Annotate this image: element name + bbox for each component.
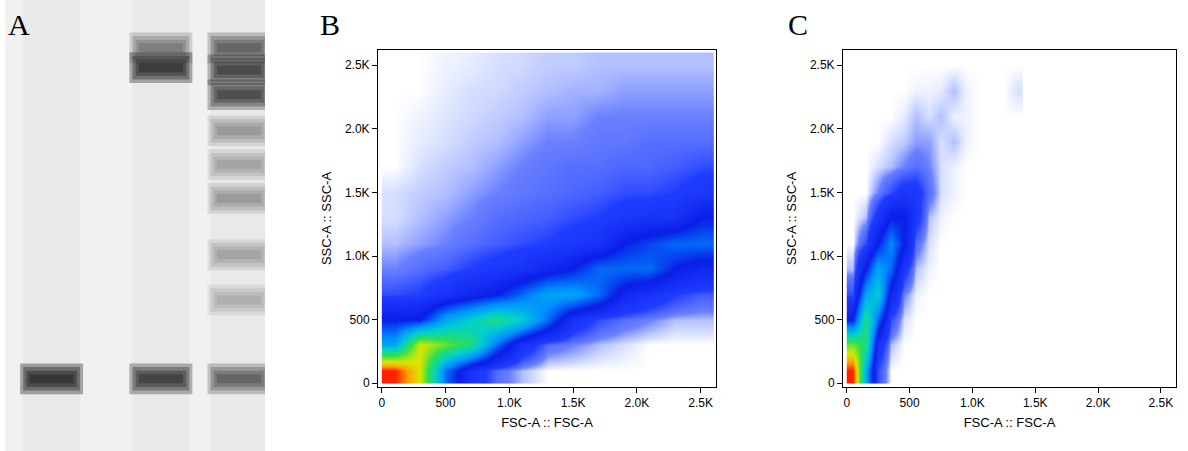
svg-text:1.5K: 1.5K xyxy=(1023,396,1048,410)
svg-text:2.0K: 2.0K xyxy=(625,396,650,410)
svg-text:2.5K: 2.5K xyxy=(810,58,835,72)
svg-text:1.5K: 1.5K xyxy=(810,186,835,200)
svg-text:1.5K: 1.5K xyxy=(345,186,370,200)
svg-text:1.0K: 1.0K xyxy=(960,396,985,410)
svg-text:0: 0 xyxy=(363,376,370,390)
svg-text:SSC-A :: SSC-A: SSC-A :: SSC-A xyxy=(784,172,799,266)
svg-text:1.0K: 1.0K xyxy=(810,249,835,263)
svg-text:C: C xyxy=(788,8,808,41)
svg-text:500: 500 xyxy=(350,313,370,327)
svg-text:2.0K: 2.0K xyxy=(345,122,370,136)
svg-text:2.5K: 2.5K xyxy=(345,58,370,72)
svg-text:FSC-A :: FSC-A: FSC-A :: FSC-A xyxy=(501,415,593,430)
svg-text:1.0K: 1.0K xyxy=(345,249,370,263)
svg-text:0: 0 xyxy=(378,396,385,410)
svg-text:1.0K: 1.0K xyxy=(497,396,522,410)
svg-text:0: 0 xyxy=(843,396,850,410)
svg-text:0: 0 xyxy=(828,376,835,390)
svg-text:SSC-A :: SSC-A: SSC-A :: SSC-A xyxy=(319,172,334,266)
svg-text:FSC-A :: FSC-A: FSC-A :: FSC-A xyxy=(964,415,1056,430)
svg-text:2.5K: 2.5K xyxy=(688,396,713,410)
svg-text:500: 500 xyxy=(436,396,456,410)
svg-text:A: A xyxy=(8,8,30,41)
svg-text:500: 500 xyxy=(815,313,835,327)
svg-text:B: B xyxy=(320,8,340,41)
svg-text:1.5K: 1.5K xyxy=(561,396,586,410)
svg-text:2.0K: 2.0K xyxy=(1086,396,1111,410)
svg-text:500: 500 xyxy=(900,396,920,410)
svg-text:2.0K: 2.0K xyxy=(810,122,835,136)
svg-text:2.5K: 2.5K xyxy=(1149,396,1174,410)
